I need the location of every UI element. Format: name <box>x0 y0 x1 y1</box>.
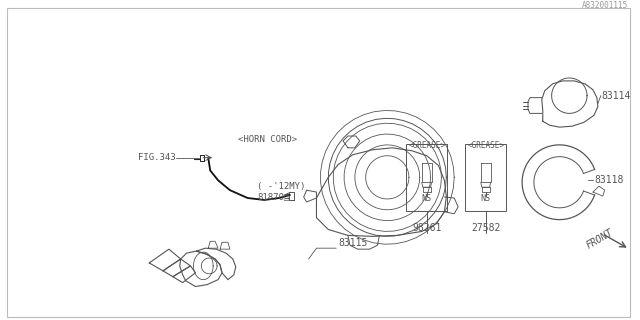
Text: FIG.343: FIG.343 <box>138 153 176 162</box>
Text: 98261: 98261 <box>412 223 442 233</box>
Text: NS: NS <box>481 195 491 204</box>
Text: <GREASE>: <GREASE> <box>467 141 504 150</box>
Text: 83114: 83114 <box>602 91 631 101</box>
Text: <HORN CORD>: <HORN CORD> <box>237 135 297 144</box>
Text: 81870□: 81870□ <box>257 193 290 202</box>
Text: 27582: 27582 <box>471 223 500 233</box>
Text: 83118: 83118 <box>594 175 623 185</box>
Text: A832001115: A832001115 <box>582 1 628 10</box>
Bar <box>465 144 506 211</box>
Text: <GREASE>: <GREASE> <box>408 141 445 150</box>
Text: 83115: 83115 <box>338 238 367 248</box>
Text: NS: NS <box>422 195 431 204</box>
Text: ( -'12MY): ( -'12MY) <box>257 182 306 191</box>
Bar <box>406 144 447 211</box>
Text: FRONT: FRONT <box>584 228 614 251</box>
